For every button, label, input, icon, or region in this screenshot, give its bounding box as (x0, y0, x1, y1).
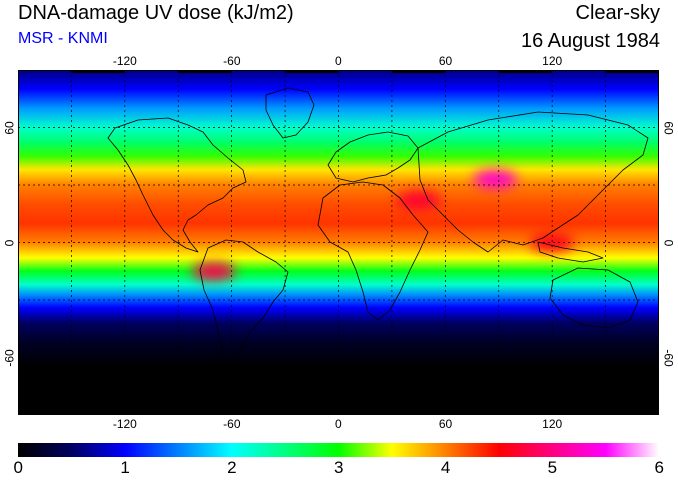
hotspot-arabia (396, 191, 441, 210)
frame-tick (285, 412, 339, 415)
hotspot-layer (191, 170, 575, 281)
lon-tick-bottom-label: -60 (223, 417, 241, 431)
colorbar-tick-label: 1 (120, 458, 130, 477)
map-title: DNA-damage UV dose (kJ/m2) (18, 2, 294, 24)
colorbar-tick-label: 4 (440, 458, 451, 477)
lon-tick-top-label: 120 (542, 54, 563, 68)
asia-coast (417, 111, 649, 253)
lat-tick-left-label: -60 (2, 348, 17, 367)
europe-coast (327, 131, 419, 183)
australia-coast (549, 267, 639, 329)
lat-tick-right-label: -60 (661, 348, 676, 367)
greenland-coast (265, 87, 315, 139)
lat-tick-left-label: 0 (1, 239, 16, 246)
frame-tick (178, 412, 232, 415)
colorbar-tick-label: 0 (13, 458, 23, 477)
hotspot-tibetan-plateau (473, 170, 518, 189)
colorbar-ramp (18, 443, 659, 457)
graticule (18, 70, 659, 415)
lon-tick-top-label: 60 (438, 54, 453, 68)
frame-tick (391, 70, 446, 73)
uv-dose-map (18, 70, 659, 415)
colorbar-tick-label: 5 (547, 458, 558, 477)
lon-tick-top-label: 0 (335, 54, 342, 68)
lat-tick-left-label: 60 (2, 120, 17, 135)
frame-tick (498, 70, 553, 73)
antarctica-coast (18, 389, 659, 401)
lon-tick-top-label: -60 (223, 54, 241, 68)
frame-ticks (71, 70, 659, 415)
south-america-coast (199, 239, 289, 371)
colorbar-tick-label: 2 (227, 458, 237, 477)
frame-tick (605, 412, 659, 415)
colorbar-tick-label: 3 (334, 458, 344, 477)
frame-tick (285, 70, 339, 73)
colorbar (18, 443, 659, 457)
frame-tick (391, 412, 446, 415)
lon-tick-top-label: -120 (112, 54, 137, 68)
hotspot-indonesia (530, 233, 575, 252)
lon-tick-bottom-label: 0 (335, 417, 342, 431)
lon-tick-bottom-label: 60 (438, 417, 453, 431)
sky-condition: Clear-sky (575, 2, 660, 24)
lat-tick-right-label: 60 (661, 120, 676, 135)
lat-tick-right-label: 0 (660, 239, 675, 246)
colorbar-tick-label: 6 (654, 458, 664, 477)
source-label: MSR - KNMI (18, 30, 108, 47)
lon-tick-bottom-label: 120 (542, 417, 563, 431)
frame-tick (71, 70, 125, 73)
frame-tick (605, 70, 659, 73)
lon-tick-bottom-label: -120 (112, 417, 137, 431)
map-date: 16 August 1984 (520, 30, 660, 52)
frame-tick (498, 412, 553, 415)
frame-tick (71, 412, 125, 415)
frame-tick (178, 70, 232, 73)
indonesia-coast (537, 241, 604, 263)
hotspot-andes (191, 262, 236, 281)
